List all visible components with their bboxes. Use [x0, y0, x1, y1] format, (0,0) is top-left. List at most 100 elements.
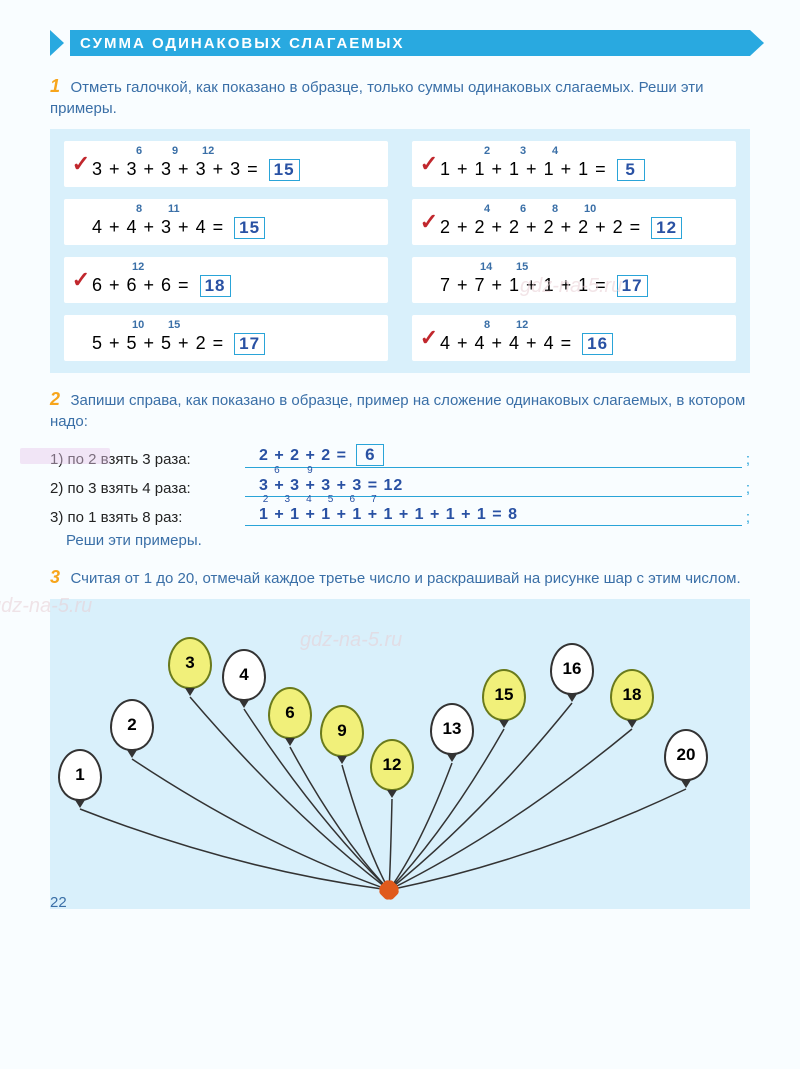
carry-number: 15: [516, 261, 528, 273]
equation-expr: 3 + 3 + 3 + 3 + 3 = 15: [92, 159, 300, 179]
balloons-panel: gdz-na-5.ru 123469121315161820: [50, 599, 750, 909]
handwritten-answer: 1 + 1 + 1 + 1 + 1 + 1 + 1 + 1 = 8: [259, 506, 518, 524]
equation-expr: 4 + 4 + 3 + 4 = 15: [92, 217, 265, 237]
fill-line: 2 3 4 5 6 71 + 1 + 1 + 1 + 1 + 1 + 1 + 1…: [245, 500, 742, 526]
answer-box: 6: [356, 444, 384, 466]
checkmark: ✓: [418, 325, 440, 351]
answer-box: 12: [651, 217, 682, 239]
answer-box: 17: [234, 333, 265, 355]
checkmark: ✓: [70, 267, 92, 293]
answer-box: 18: [200, 275, 231, 297]
fill-row: 3) по 1 взять 8 раз: 2 3 4 5 6 71 + 1 + …: [50, 500, 750, 526]
task-text: Считая от 1 до 20, отмечай каждое третье…: [70, 570, 740, 587]
equation-card: ✓4 + 4 + 4 + 4 = 16 8 12: [412, 315, 736, 361]
task-1: 1 Отметь галочкой, как показано в образц…: [50, 76, 750, 119]
balloon: 1: [58, 749, 102, 801]
equation-card: ✓1 + 1 + 1 + 1 + 1 = 5234: [412, 141, 736, 187]
carry-number: 11: [168, 203, 180, 215]
watermark: gdz-na-5.ru: [300, 629, 402, 652]
carry-number: 2: [484, 145, 490, 157]
fill-line: 2 + 2 + 2 = 6: [245, 442, 742, 468]
carry-number: 4: [552, 145, 558, 157]
balloon: 20: [664, 729, 708, 781]
equation-expr: 7 + 7 + 1 + 1 + 1 = 17: [440, 275, 648, 295]
equation-body: 2 + 2 + 2 + 2 + 2 + 2 = 12 4 6 8 10: [440, 205, 728, 239]
balloon: 13: [430, 703, 474, 755]
task-number: 1: [50, 76, 60, 96]
carry-number: 12: [516, 319, 528, 331]
equation-expr: 4 + 4 + 4 + 4 = 16: [440, 333, 613, 353]
line-terminator: ;: [746, 480, 750, 497]
task-number: 2: [50, 389, 60, 409]
balloon: 4: [222, 649, 266, 701]
line-terminator: ;: [746, 451, 750, 468]
carry-number: 15: [168, 319, 180, 331]
equation-body: 5 + 5 + 5 + 2 = 171015: [92, 321, 380, 355]
section-title: СУММА ОДИНАКОВЫХ СЛАГАЕМЫХ: [70, 30, 750, 56]
equations-grid: ✓3 + 3 + 3 + 3 + 3 = 156912✓1 + 1 + 1 + …: [64, 141, 736, 361]
task2-footer: Реши эти примеры.: [66, 530, 750, 551]
equation-expr: 2 + 2 + 2 + 2 + 2 + 2 = 12: [440, 217, 682, 237]
carry-numbers: 6 9: [259, 465, 314, 476]
equation-body: 4 + 4 + 4 + 4 = 16 8 12: [440, 321, 728, 355]
balloon: 9: [320, 705, 364, 757]
carry-number: 8: [136, 203, 142, 215]
carry-number: 3: [520, 145, 526, 157]
carry-number: 6: [520, 203, 526, 215]
task-text: Запиши справа, как показано в образце, п…: [50, 392, 745, 430]
task-number: 3: [50, 567, 60, 587]
checkmark: ✓: [418, 151, 440, 177]
carry-number: 12: [132, 261, 144, 273]
fill-label: 3) по 1 взять 8 раз:: [50, 509, 245, 526]
handwritten-answer: 3 + 3 + 3 + 3 = 12: [259, 477, 403, 495]
carry-number: 8: [552, 203, 558, 215]
task-text: Отметь галочкой, как показано в образце,…: [50, 79, 704, 117]
equation-body: 7 + 7 + 1 + 1 + 1 = 17 14 15: [440, 263, 728, 297]
balloon: 6: [268, 687, 312, 739]
checkmark: ✓: [418, 209, 440, 235]
equation-body: 6 + 6 + 6 = 18 12: [92, 263, 380, 297]
equation-body: 3 + 3 + 3 + 3 + 3 = 15 6 9 12: [92, 147, 380, 181]
equation-card: 5 + 5 + 5 + 2 = 171015: [64, 315, 388, 361]
task-3: 3 Считая от 1 до 20, отмечай каждое трет…: [50, 567, 750, 589]
equation-card: ✓6 + 6 + 6 = 18 12: [64, 257, 388, 303]
carry-number: 14: [480, 261, 492, 273]
equation-card: ✓2 + 2 + 2 + 2 + 2 + 2 = 12 4 6 8 10: [412, 199, 736, 245]
balloon: 2: [110, 699, 154, 751]
line-terminator: ;: [746, 509, 750, 526]
equations-box: ✓3 + 3 + 3 + 3 + 3 = 156912✓1 + 1 + 1 + …: [50, 129, 750, 373]
carry-number: 9: [172, 145, 178, 157]
checkmark: ✓: [70, 151, 92, 177]
fill-row: 2) по 3 взять 4 раза: 6 93 + 3 + 3 + 3 =…: [50, 471, 750, 497]
equation-body: 4 + 4 + 3 + 4 = 15 8 11: [92, 205, 380, 239]
balloon: 3: [168, 637, 212, 689]
page-number: 22: [50, 894, 67, 911]
fill-lines: 1) по 2 взять 3 раза:2 + 2 + 2 = 6; 2) по…: [50, 442, 750, 526]
task-2: 2 Запиши справа, как показано в образце,…: [50, 389, 750, 432]
carry-numbers: 2 3 4 5 6 7: [259, 494, 378, 505]
balloon: 16: [550, 643, 594, 695]
carry-number: 8: [484, 319, 490, 331]
fill-label: 2) по 3 взять 4 раза:: [50, 480, 245, 497]
equation-card: 4 + 4 + 3 + 4 = 15 8 11: [64, 199, 388, 245]
carry-number: 4: [484, 203, 490, 215]
carry-number: 12: [202, 145, 214, 157]
equation-card: ✓3 + 3 + 3 + 3 + 3 = 15 6 9 12: [64, 141, 388, 187]
equation-body: 1 + 1 + 1 + 1 + 1 = 5234: [440, 147, 728, 181]
equation-expr: 5 + 5 + 5 + 2 = 17: [92, 333, 265, 353]
title-arrow: [50, 30, 64, 56]
balloon: 15: [482, 669, 526, 721]
answer-box: 5: [617, 159, 645, 181]
carry-number: 6: [136, 145, 142, 157]
fill-row: 1) по 2 взять 3 раза:2 + 2 + 2 = 6;: [50, 442, 750, 468]
equation-card: 7 + 7 + 1 + 1 + 1 = 17 14 15: [412, 257, 736, 303]
bow-knot: [378, 879, 401, 902]
handwritten-answer: 2 + 2 + 2 = 6: [259, 444, 384, 466]
balloon: 18: [610, 669, 654, 721]
equation-expr: 6 + 6 + 6 = 18: [92, 275, 231, 295]
carry-number: 10: [584, 203, 596, 215]
answer-box: 15: [269, 159, 300, 181]
answer-box: 16: [582, 333, 613, 355]
answer-box: 17: [617, 275, 648, 297]
balloon: 12: [370, 739, 414, 791]
